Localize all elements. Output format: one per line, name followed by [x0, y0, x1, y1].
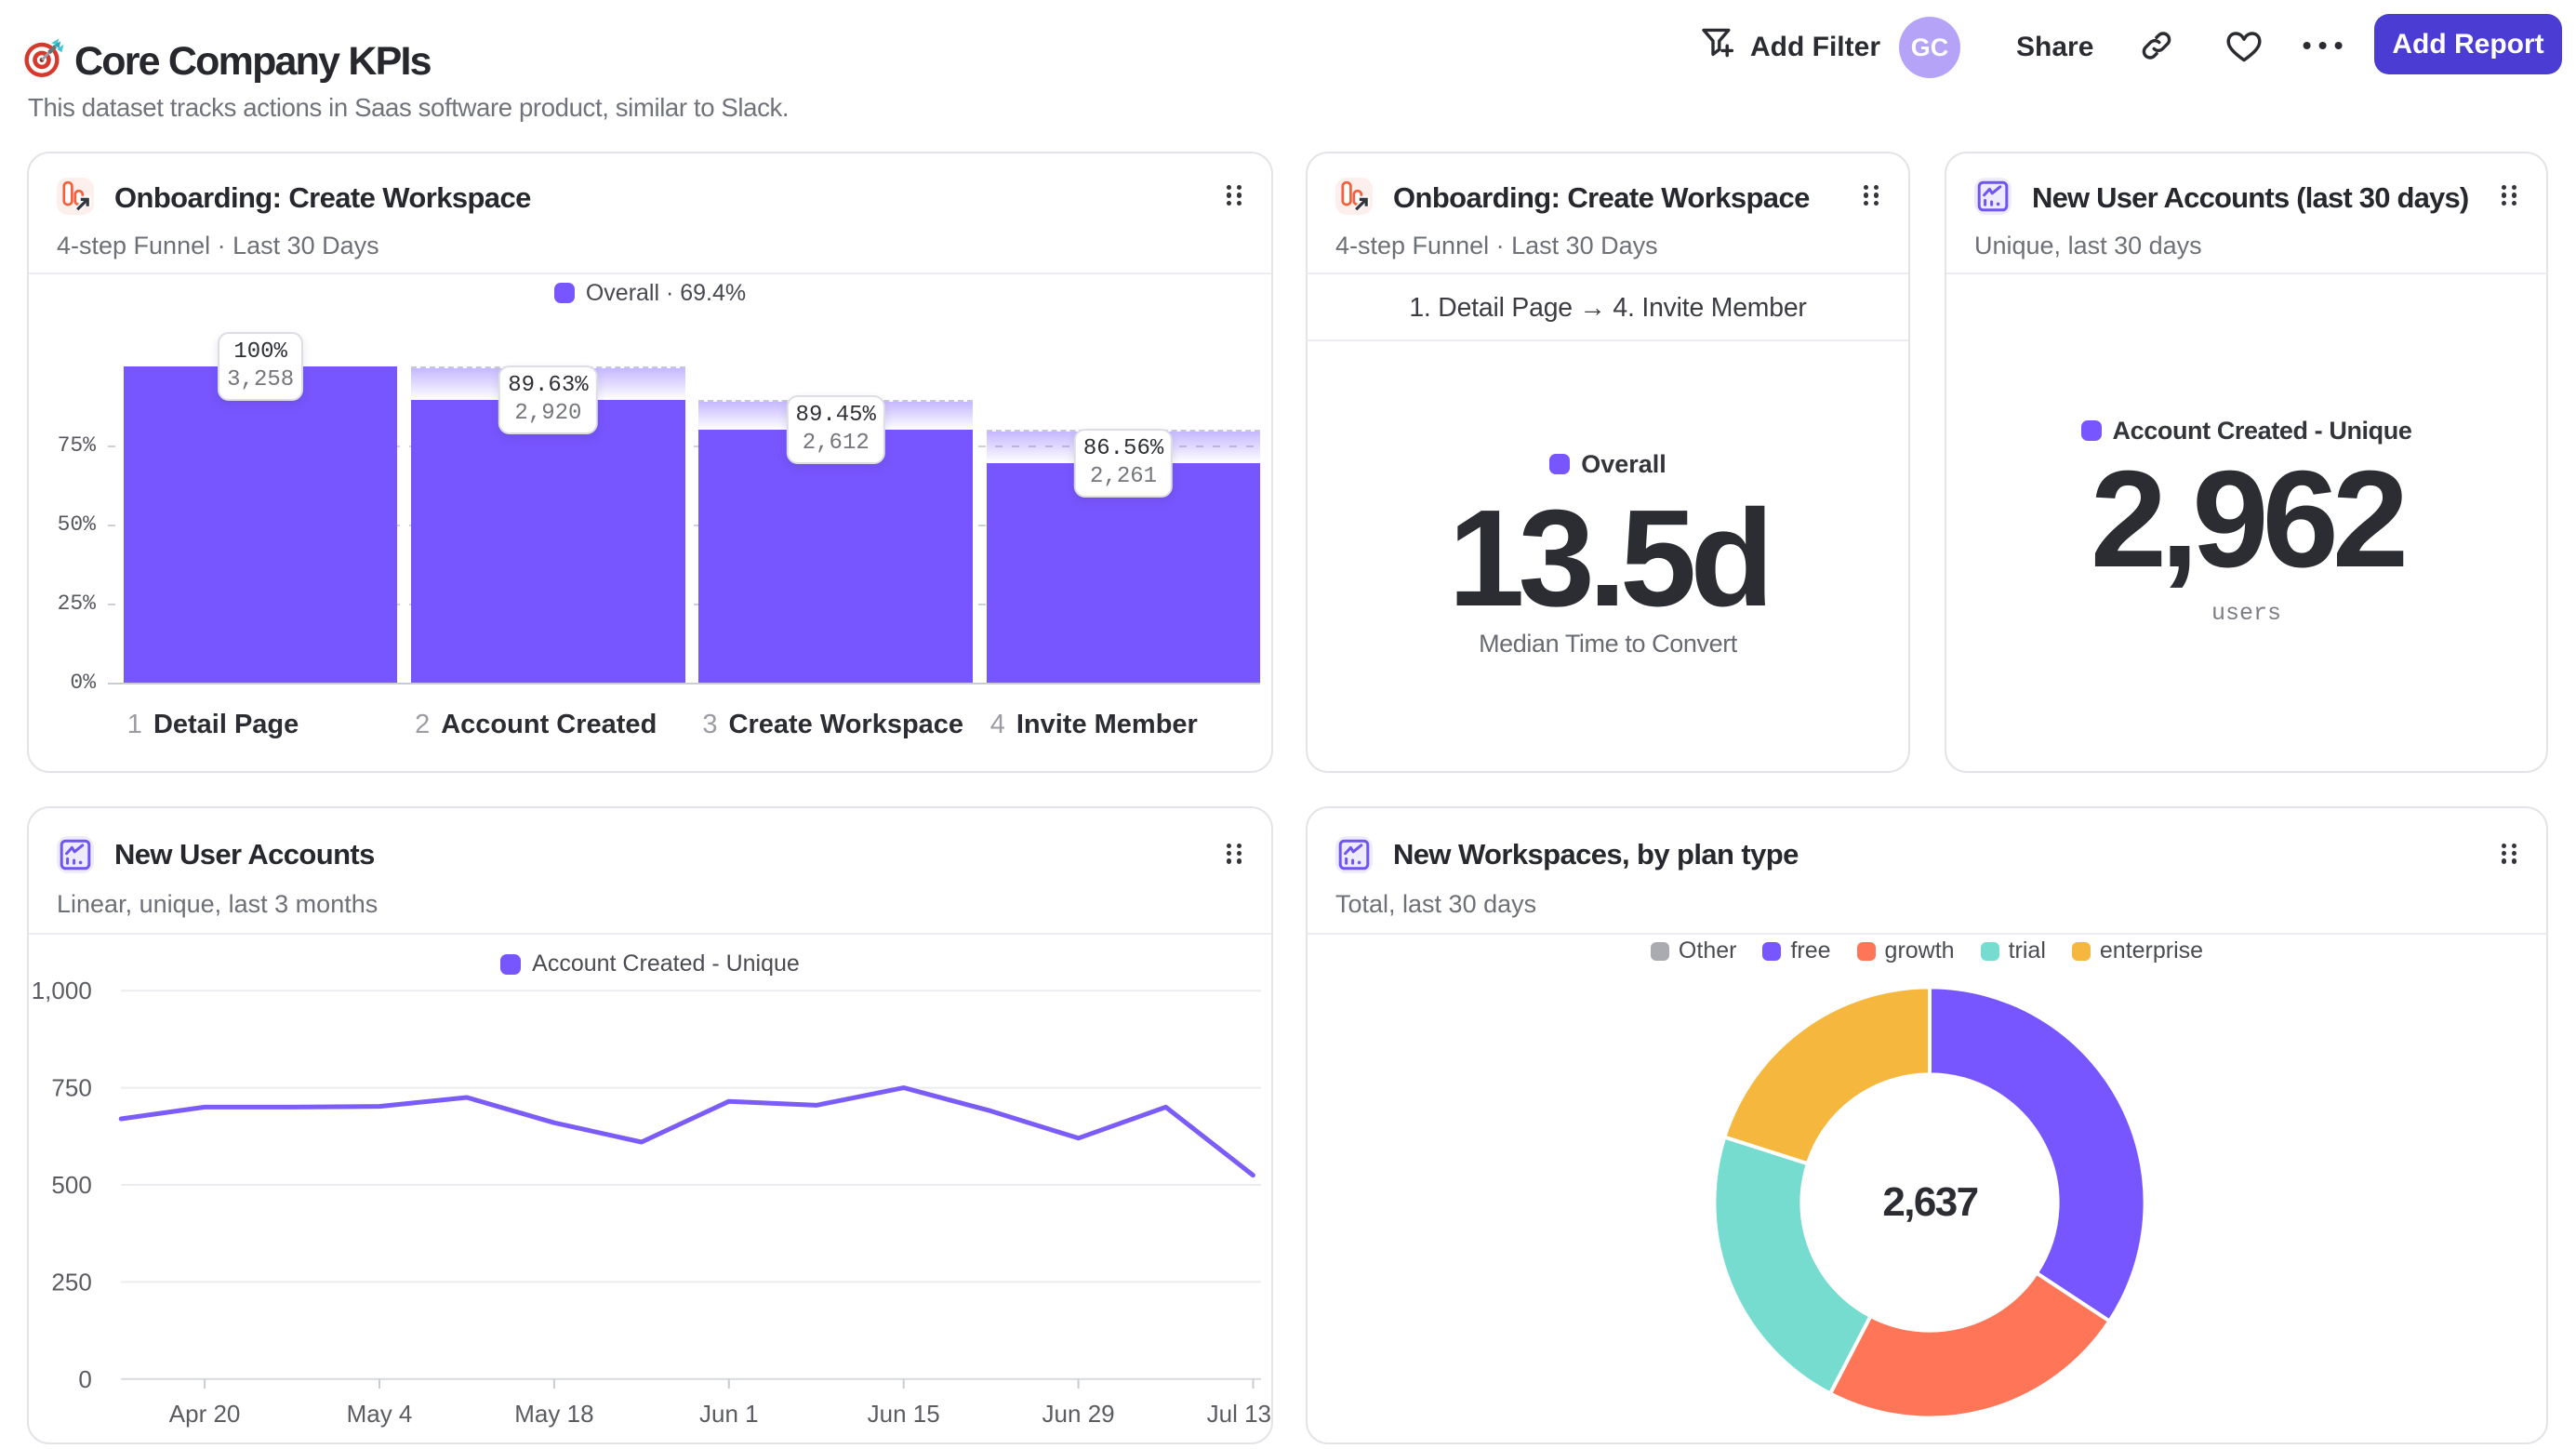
svg-text:May 4: May 4: [347, 1400, 413, 1428]
svg-text:0: 0: [78, 1364, 91, 1392]
svg-text:Jul 13: Jul 13: [1207, 1400, 1271, 1428]
svg-text:250: 250: [51, 1268, 91, 1296]
svg-text:Jun 15: Jun 15: [868, 1400, 940, 1428]
svg-text:May 18: May 18: [514, 1400, 593, 1428]
svg-text:Apr 20: Apr 20: [169, 1400, 241, 1428]
svg-text:Jun 29: Jun 29: [1042, 1400, 1115, 1428]
svg-text:1,000: 1,000: [32, 977, 92, 1004]
svg-text:500: 500: [51, 1171, 91, 1199]
svg-text:Jun 1: Jun 1: [699, 1400, 759, 1428]
svg-text:750: 750: [51, 1073, 91, 1101]
